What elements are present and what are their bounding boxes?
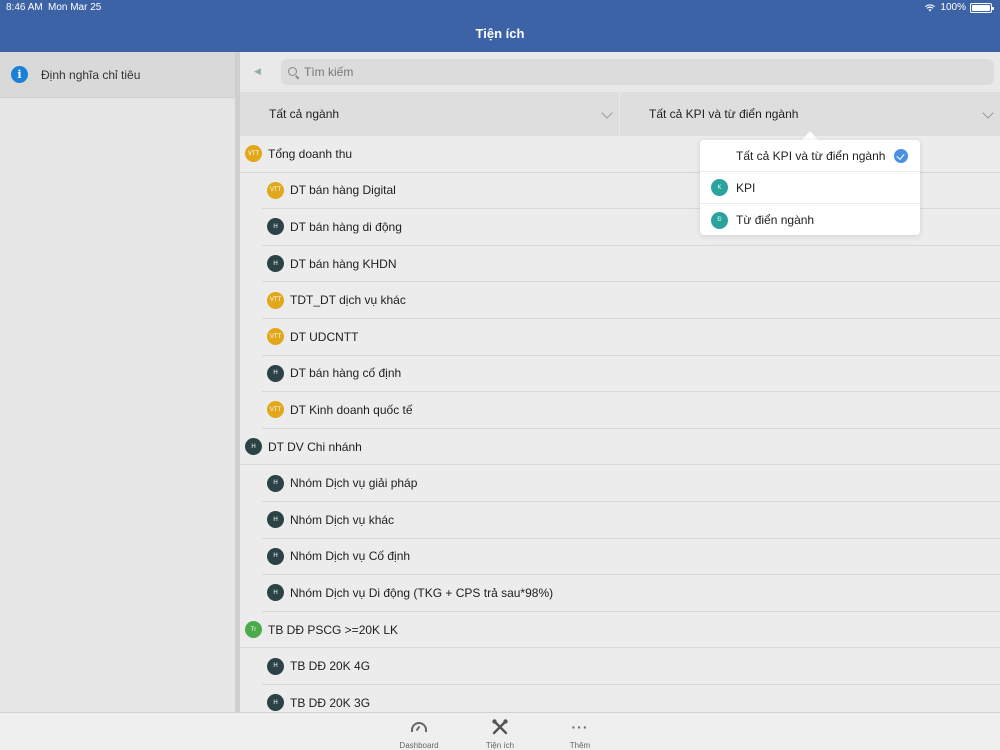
tab-bar: Dashboard Tiện ích ··· Thêm (0, 712, 1000, 750)
top-bar: 8:46 AM Mon Mar 25 100% Tiện ích (0, 0, 1000, 52)
dashboard-icon (410, 719, 428, 735)
status-time: 8:46 AM (6, 2, 43, 13)
status-right: 100% (924, 2, 994, 13)
list-item[interactable]: VTT DT UDCNTT (262, 319, 1000, 356)
list-item[interactable]: H DT bán hàng KHDN (262, 246, 1000, 283)
tab-tools[interactable]: Tiện ích (470, 719, 530, 750)
sidebar-item-label: Định nghĩa chỉ tiêu (41, 67, 141, 82)
list-item[interactable]: VTT Tổng doanh thu (240, 136, 1000, 173)
list-item-label: TB DĐ 20K 3G (290, 695, 371, 710)
tools-icon (491, 719, 509, 735)
list-item-label: TDT_DT dịch vụ khác (290, 293, 406, 308)
category-badge-icon: VTT (267, 181, 284, 199)
list-item-label: DT bán hàng cố định (290, 366, 402, 381)
more-icon: ··· (571, 719, 589, 735)
list-item[interactable]: Tr TB DĐ PSCG >=20K LK (240, 612, 1000, 649)
info-icon: i (11, 66, 28, 83)
category-badge-icon: Tr (245, 621, 262, 639)
category-badge-icon: H (267, 694, 284, 712)
kpi-badge-icon: K (711, 179, 728, 196)
wifi-icon (925, 3, 936, 12)
list-item[interactable]: VTT DT bán hàng Digital (262, 173, 1000, 210)
list-item[interactable]: H Nhóm Dịch vụ Di động (TKG + CPS trả sau… (262, 575, 1000, 612)
list-item[interactable]: H Nhóm Dịch vụ Cố định (262, 539, 1000, 576)
list-item[interactable]: VTT DT Kinh doanh quốc tế (262, 392, 1000, 429)
category-badge-icon: VTT (245, 145, 262, 163)
list-item-label: DT DV Chi nhánh (268, 439, 362, 454)
list-item[interactable]: H TB DĐ 20K 4G (262, 648, 1000, 685)
list-item-label: DT UDCNTT (290, 329, 359, 344)
list-item-label: Nhóm Dịch vụ giải pháp (290, 476, 418, 491)
status-date: Mon Mar 25 (48, 2, 102, 13)
dropdown-option-all[interactable]: Tất cả KPI và từ điển ngành (700, 140, 920, 172)
category-badge-icon: H (267, 657, 284, 675)
search-row: ◀ (240, 52, 1000, 92)
tab-label: Thêm (569, 741, 591, 750)
industry-filter[interactable]: Tất cả ngành (240, 92, 620, 136)
checkmark-icon (894, 149, 908, 163)
collapse-sidebar-icon[interactable]: ◀ (254, 66, 261, 76)
list-item-label: DT bán hàng KHDN (290, 256, 397, 271)
category-badge-icon: VTT (267, 291, 284, 309)
list-item[interactable]: VTT TDT_DT dịch vụ khác (262, 282, 1000, 319)
popover-arrow (801, 131, 819, 141)
category-badge-icon: VTT (267, 401, 284, 419)
list-item-label: Tổng doanh thu (268, 146, 353, 161)
dropdown-option-dictionary[interactable]: Đ Từ điển ngành (700, 204, 920, 236)
battery-fill (972, 4, 990, 11)
industry-filter-label: Tất cả ngành (269, 107, 340, 121)
kpi-filter[interactable]: Tất cả KPI và từ điển ngành (620, 92, 1000, 136)
filter-bar: Tất cả ngành Tất cả KPI và từ điển ngành (240, 92, 1000, 136)
tab-dashboard[interactable]: Dashboard (389, 719, 449, 750)
list-item[interactable]: H Nhóm Dịch vụ giải pháp (262, 465, 1000, 502)
list-item[interactable]: H DT bán hàng di động (262, 209, 1000, 246)
dropdown-option-label: Tất cả KPI và từ điển ngành (736, 148, 886, 163)
dropdown-option-kpi[interactable]: K KPI (700, 172, 920, 204)
list-item-label: DT bán hàng Digital (290, 183, 396, 198)
list-item-label: TB DĐ 20K 4G (290, 659, 371, 674)
list-item-label: Nhóm Dịch vụ khác (290, 512, 395, 527)
list-item-label: Nhóm Dịch vụ Di động (TKG + CPS trả sau*… (290, 585, 554, 600)
search-icon (288, 66, 299, 78)
page-title: Tiện ích (475, 26, 525, 41)
category-badge-icon: H (267, 511, 284, 529)
battery-icon (970, 2, 994, 13)
chevron-down-icon (982, 107, 994, 119)
tab-label: Dashboard (399, 741, 439, 750)
kpi-filter-label: Tất cả KPI và từ điển ngành (649, 107, 799, 121)
dropdown-option-label: KPI (736, 180, 756, 195)
dropdown-option-label: Từ điển ngành (736, 213, 815, 227)
list-item[interactable]: H Nhóm Dịch vụ khác (262, 502, 1000, 539)
category-badge-icon: H (267, 584, 284, 602)
list-item-label: DT Kinh doanh quốc tế (290, 402, 413, 417)
list-item[interactable]: H DT bán hàng cố định (262, 356, 1000, 393)
category-badge-icon: H (267, 255, 284, 273)
list-item-label: Nhóm Dịch vụ Cố định (290, 549, 411, 564)
tab-label: Tiện ích (485, 741, 515, 750)
category-badge-icon: H (267, 474, 284, 492)
chevron-down-icon (601, 107, 613, 119)
list-item-label: TB DĐ PSCG >=20K LK (268, 622, 399, 637)
category-badge-icon: H (267, 547, 284, 565)
category-badge-icon: VTT (267, 328, 284, 346)
split-divider[interactable] (235, 52, 240, 712)
category-badge-icon: H (267, 218, 284, 236)
sidebar-item-definitions[interactable]: i Định nghĩa chỉ tiêu (0, 52, 235, 98)
list-item[interactable]: H DT DV Chi nhánh (240, 429, 1000, 466)
battery-percent: 100% (940, 2, 966, 13)
search-input[interactable] (304, 65, 904, 79)
tab-more[interactable]: ··· Thêm (550, 719, 610, 750)
sidebar: i Định nghĩa chỉ tiêu (0, 52, 235, 712)
list-item[interactable]: H TB DĐ 20K 3G (262, 685, 1000, 712)
category-badge-icon: H (245, 438, 262, 456)
category-badge-icon: H (267, 364, 284, 382)
list-item-label: DT bán hàng di động (290, 219, 402, 234)
kpi-filter-dropdown: Tất cả KPI và từ điển ngành K KPI Đ Từ đ… (700, 140, 920, 235)
dictionary-badge-icon: Đ (711, 211, 728, 229)
search-box[interactable] (281, 59, 994, 85)
